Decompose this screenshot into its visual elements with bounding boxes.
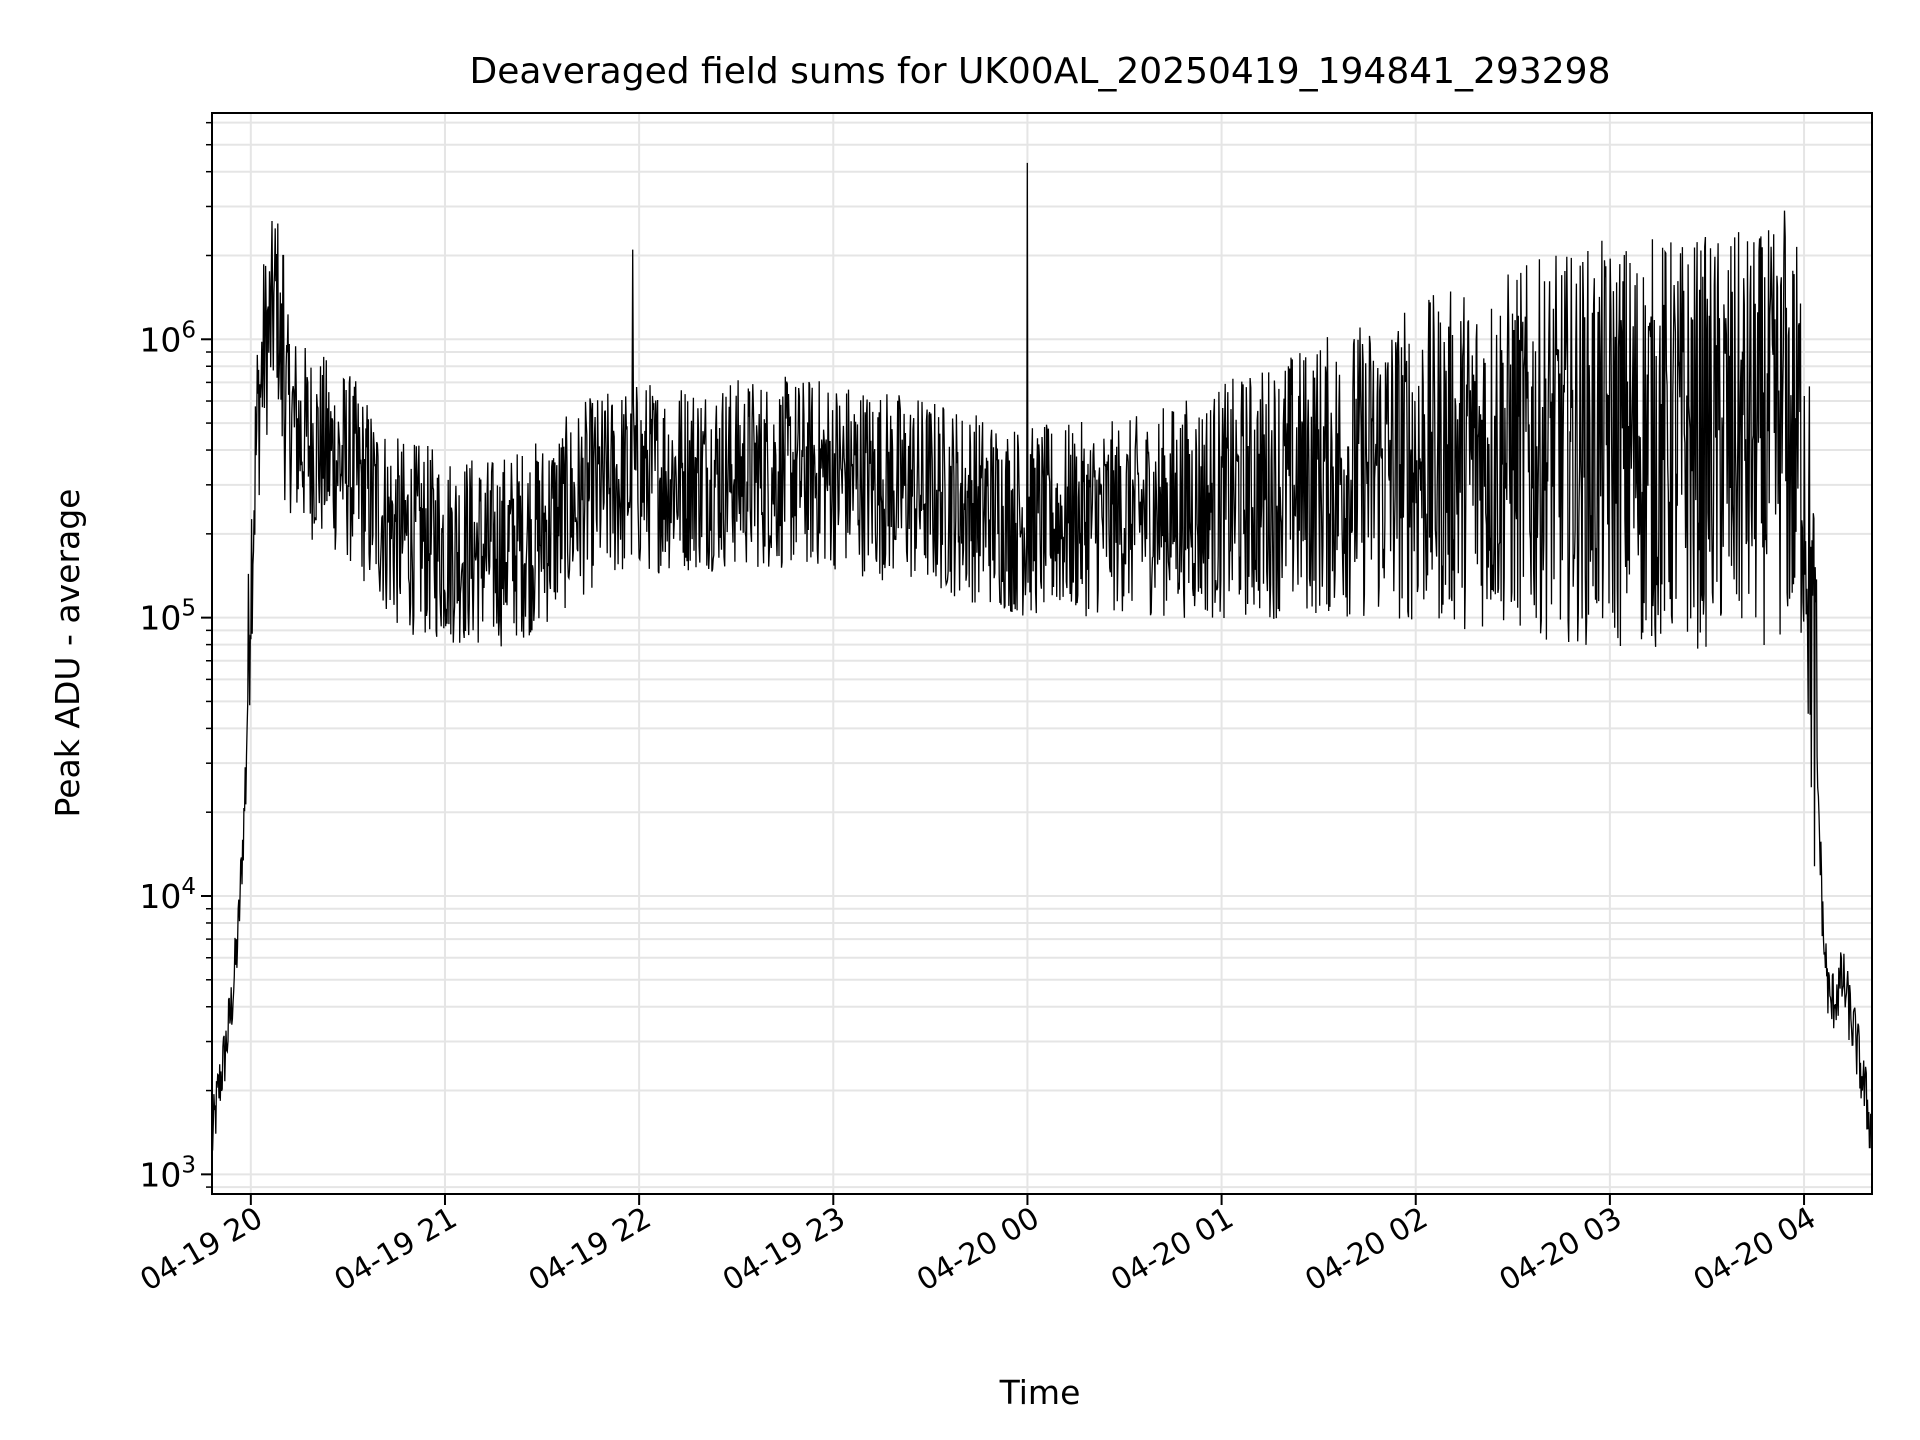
- y-axis-label: Peak ADU - average: [48, 489, 87, 818]
- plot-area: [211, 112, 1873, 1195]
- x-axis-label: Time: [999, 1373, 1081, 1412]
- y-axis: 103 104 105 106: [139, 121, 212, 1194]
- chart-title: Deaveraged field sums for UK00AL_2025041…: [470, 51, 1611, 92]
- y-tick-label: 106: [139, 317, 196, 359]
- y-tick-label: 103: [139, 1152, 196, 1194]
- data-line: [211, 162, 1873, 1151]
- y-tick-label: 104: [139, 874, 196, 916]
- series-line: [211, 162, 1873, 1151]
- y-tick-label: 105: [139, 596, 196, 638]
